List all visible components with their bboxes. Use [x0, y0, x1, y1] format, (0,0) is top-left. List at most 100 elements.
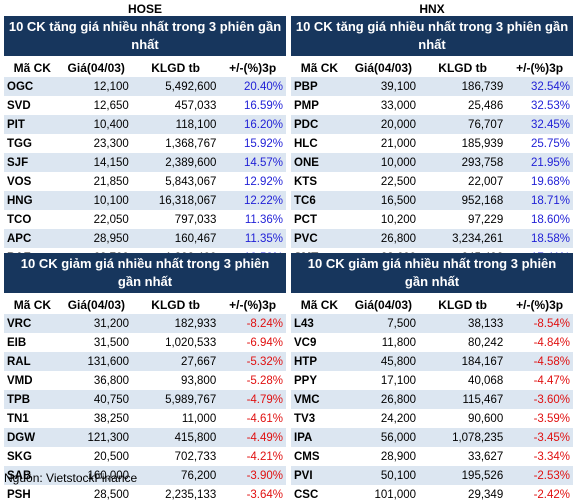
volume-cell: 76,200 — [132, 466, 220, 485]
ticker-cell: HTP — [291, 352, 348, 371]
change-cell: -8.54% — [506, 314, 573, 333]
table-row: OGC 12,100 5,492,600 20.40% — [4, 77, 286, 96]
change-cell: -3.34% — [533, 450, 570, 463]
ticker-cell: VMC — [291, 390, 348, 409]
change-cell: 11.35% — [219, 229, 286, 248]
ticker-cell: TCO — [7, 213, 32, 226]
ticker-cell: SVD — [7, 99, 31, 112]
change-cell: -4.58% — [506, 352, 573, 371]
volume-cell: 3,234,261 — [419, 229, 507, 248]
market-title-hose: HOSE — [127, 2, 162, 16]
ticker-cell: TV3 — [294, 412, 316, 425]
price-cell: 40,750 — [60, 390, 133, 409]
price-cell: 17,100 — [380, 374, 417, 387]
price-cell: 38,250 — [93, 412, 130, 425]
table-row: TGG 23,300 1,368,767 15.92% — [4, 134, 286, 153]
price-cell: 28,900 — [380, 450, 417, 463]
ticker-cell: TN1 — [7, 412, 29, 425]
losers-title-hose: 10 CK giảm giá nhiều nhất trong 3 phiên … — [4, 253, 286, 293]
ticker-cell: SAB — [4, 466, 61, 485]
ticker-cell: APC — [4, 229, 61, 248]
column-header: +/-(%)3p — [219, 295, 286, 314]
price-cell: 22,050 — [93, 213, 129, 226]
ticker-cell: PVC — [291, 229, 348, 248]
volume-cell: 186,739 — [419, 77, 507, 96]
price-cell: 131,600 — [60, 352, 133, 371]
price-cell: 56,000 — [347, 428, 420, 447]
price-cell: 10,000 — [347, 153, 420, 172]
losers-table-hose: Mã CK Giá(04/03) KLGD tb +/-(%)3p VRC 31,200 1… — [4, 295, 286, 504]
table-row: PIT 10,400 118,100 16.20% — [4, 115, 286, 134]
price-cell: 20,500 — [93, 450, 130, 463]
change-cell: 12.92% — [243, 175, 283, 188]
column-header: +/-(%)3p — [506, 58, 573, 77]
gainers-table-hnx: Mã CK Giá(04/03) KLGD tb +/-(%)3p PBP 39,100 1… — [291, 58, 573, 267]
change-cell: -6.94% — [246, 336, 283, 349]
volume-cell: 33,627 — [468, 450, 504, 463]
change-cell: -5.28% — [246, 374, 283, 387]
table-row: L43 7,500 38,133 -8.54% — [291, 314, 573, 333]
table-row: SKG 20,500 702,733 -4.21% — [4, 447, 286, 466]
ticker-cell: SKG — [7, 450, 32, 463]
table-row: SAB 160,000 76,200 -3.90% — [4, 466, 286, 485]
ticker-cell: HNG — [4, 191, 61, 210]
table-row: PCT 10,200 97,229 18.60% — [291, 210, 573, 229]
volume-cell: 1,020,533 — [165, 336, 217, 349]
ticker-cell: PIT — [4, 115, 61, 134]
source-note: Nguồn: VietstockFinance — [4, 471, 138, 485]
price-cell: 21,000 — [380, 137, 417, 150]
column-header: KLGD tb — [419, 58, 507, 77]
price-cell: 24,200 — [380, 412, 417, 425]
price-cell: 26,800 — [347, 390, 420, 409]
ticker-cell: PBP — [291, 77, 348, 96]
volume-cell: 38,133 — [419, 314, 507, 333]
volume-cell: 118,100 — [131, 115, 220, 134]
volume-cell: 457,033 — [174, 99, 217, 112]
ticker-cell: L43 — [291, 314, 348, 333]
change-cell: 32.45% — [506, 115, 573, 134]
table-row: VOS 21,850 5,843,067 12.92% — [4, 172, 286, 191]
volume-cell: 2,389,600 — [131, 153, 220, 172]
change-cell: -4.47% — [533, 374, 570, 387]
ticker-cell: VMD — [7, 374, 33, 387]
change-cell: -5.32% — [219, 352, 286, 371]
table-row: SVD 12,650 457,033 16.59% — [4, 96, 286, 115]
price-cell: 7,500 — [347, 314, 420, 333]
change-cell: -3.45% — [506, 428, 573, 447]
table-row: APC 28,950 160,467 11.35% — [4, 229, 286, 248]
ticker-cell: TC6 — [291, 191, 348, 210]
change-cell: -2.53% — [506, 466, 573, 485]
change-cell: 25.75% — [530, 137, 570, 150]
price-cell: 20,000 — [347, 115, 420, 134]
change-cell: 16.59% — [243, 99, 283, 112]
price-cell: 16,500 — [347, 191, 420, 210]
price-cell: 22,500 — [380, 175, 417, 188]
change-cell: 12.22% — [219, 191, 286, 210]
table-row: VRC 31,200 182,933 -8.24% — [4, 314, 286, 333]
column-header: Giá(04/03) — [60, 58, 132, 77]
column-header: KLGD tb — [419, 295, 507, 314]
gainers-title-hnx: 10 CK tăng giá nhiều nhất trong 3 phiên … — [291, 16, 573, 56]
column-header: KLGD tb — [131, 58, 220, 77]
volume-cell: 184,167 — [419, 352, 507, 371]
column-header: +/-(%)3p — [506, 295, 573, 314]
price-cell: 23,300 — [93, 137, 129, 150]
change-cell: -3.59% — [533, 412, 570, 425]
price-cell: 50,100 — [347, 466, 420, 485]
change-cell: 32.53% — [530, 99, 570, 112]
ticker-cell: PCT — [294, 213, 317, 226]
ticker-cell: TGG — [7, 137, 32, 150]
table-row: TN1 38,250 11,000 -4.61% — [4, 409, 286, 428]
losers-title-hnx: 10 CK giảm giá nhiều nhất trong 3 phiên … — [291, 253, 573, 293]
table-row: ONE 10,000 293,758 21.95% — [291, 153, 573, 172]
price-cell: 21,850 — [93, 175, 129, 188]
table-row: HTP 45,800 184,167 -4.58% — [291, 352, 573, 371]
ticker-cell: PVI — [291, 466, 348, 485]
volume-cell: 22,007 — [468, 175, 504, 188]
change-cell: 16.20% — [219, 115, 286, 134]
volume-cell: 90,600 — [468, 412, 504, 425]
table-row: TC6 16,500 952,168 18.71% — [291, 191, 573, 210]
column-header: KLGD tb — [132, 295, 220, 314]
change-cell: -4.79% — [219, 390, 286, 409]
table-row: TCO 22,050 797,033 11.36% — [4, 210, 286, 229]
